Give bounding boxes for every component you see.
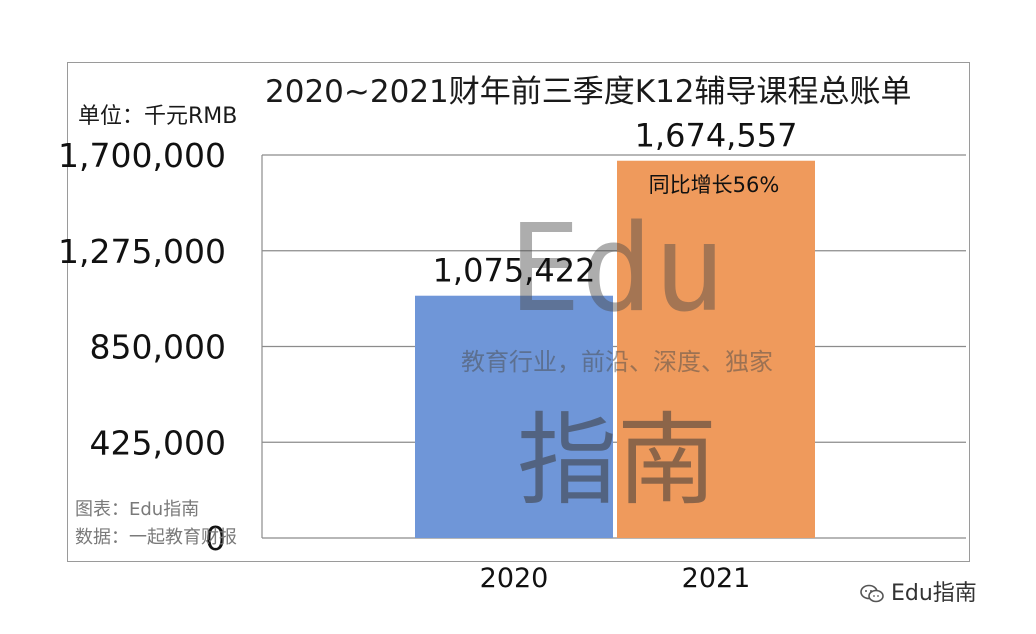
y-tick-label: 850,000	[90, 328, 226, 367]
data-source: 数据：一起教育财报	[75, 527, 237, 548]
unit-label: 单位：千元RMB	[78, 104, 238, 129]
data-label: 1,674,557	[635, 117, 798, 155]
y-tick-label: 1,275,000	[58, 232, 226, 271]
data-label: 1,075,422	[433, 252, 596, 290]
watermark-edu: Edu	[509, 200, 726, 339]
bar	[415, 295, 613, 538]
watermark-account-text: Edu指南	[891, 581, 977, 606]
y-tick-label: 425,000	[90, 423, 226, 462]
watermark-account: Edu指南	[860, 575, 977, 607]
watermark-bottom: 指南	[517, 402, 717, 519]
y-tick-label: 0	[205, 519, 226, 558]
x-tick-label: 2020	[480, 563, 549, 594]
y-tick-label: 1,700,000	[58, 136, 226, 175]
watermark-tagline: 教育行业，前沿、深度、独家	[461, 348, 773, 376]
chart-title: 2020~2021财年前三季度K12辅导课程总账单	[265, 74, 912, 110]
x-tick-label: 2021	[682, 563, 751, 594]
chart-credit: 图表：Edu指南	[75, 499, 200, 520]
wechat-logo-icon	[860, 584, 884, 603]
growth-annotation: 同比增长56%	[649, 173, 780, 197]
bar	[617, 160, 815, 538]
